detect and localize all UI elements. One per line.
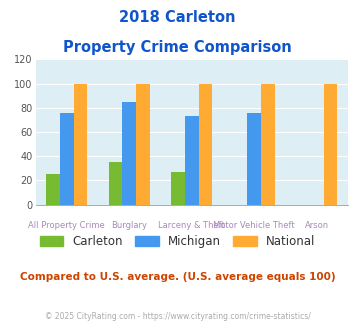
- Text: Larceny & Theft: Larceny & Theft: [158, 221, 225, 230]
- Bar: [247, 113, 261, 205]
- Text: Compared to U.S. average. (U.S. average equals 100): Compared to U.S. average. (U.S. average …: [20, 272, 335, 282]
- Text: All Property Crime: All Property Crime: [28, 221, 105, 230]
- Bar: [60, 113, 73, 205]
- Bar: [122, 102, 136, 205]
- Bar: [46, 174, 60, 205]
- Text: Property Crime Comparison: Property Crime Comparison: [63, 40, 292, 54]
- Text: Arson: Arson: [305, 221, 329, 230]
- Bar: [109, 162, 122, 205]
- Text: © 2025 CityRating.com - https://www.cityrating.com/crime-statistics/: © 2025 CityRating.com - https://www.city…: [45, 312, 310, 321]
- Bar: [73, 83, 87, 205]
- Text: Burglary: Burglary: [111, 221, 147, 230]
- Bar: [185, 116, 198, 205]
- Bar: [323, 83, 337, 205]
- Text: 2018 Carleton: 2018 Carleton: [119, 10, 236, 25]
- Legend: Carleton, Michigan, National: Carleton, Michigan, National: [35, 230, 320, 253]
- Bar: [261, 83, 275, 205]
- Bar: [171, 172, 185, 205]
- Text: Motor Vehicle Theft: Motor Vehicle Theft: [213, 221, 295, 230]
- Bar: [136, 83, 150, 205]
- Bar: [198, 83, 212, 205]
